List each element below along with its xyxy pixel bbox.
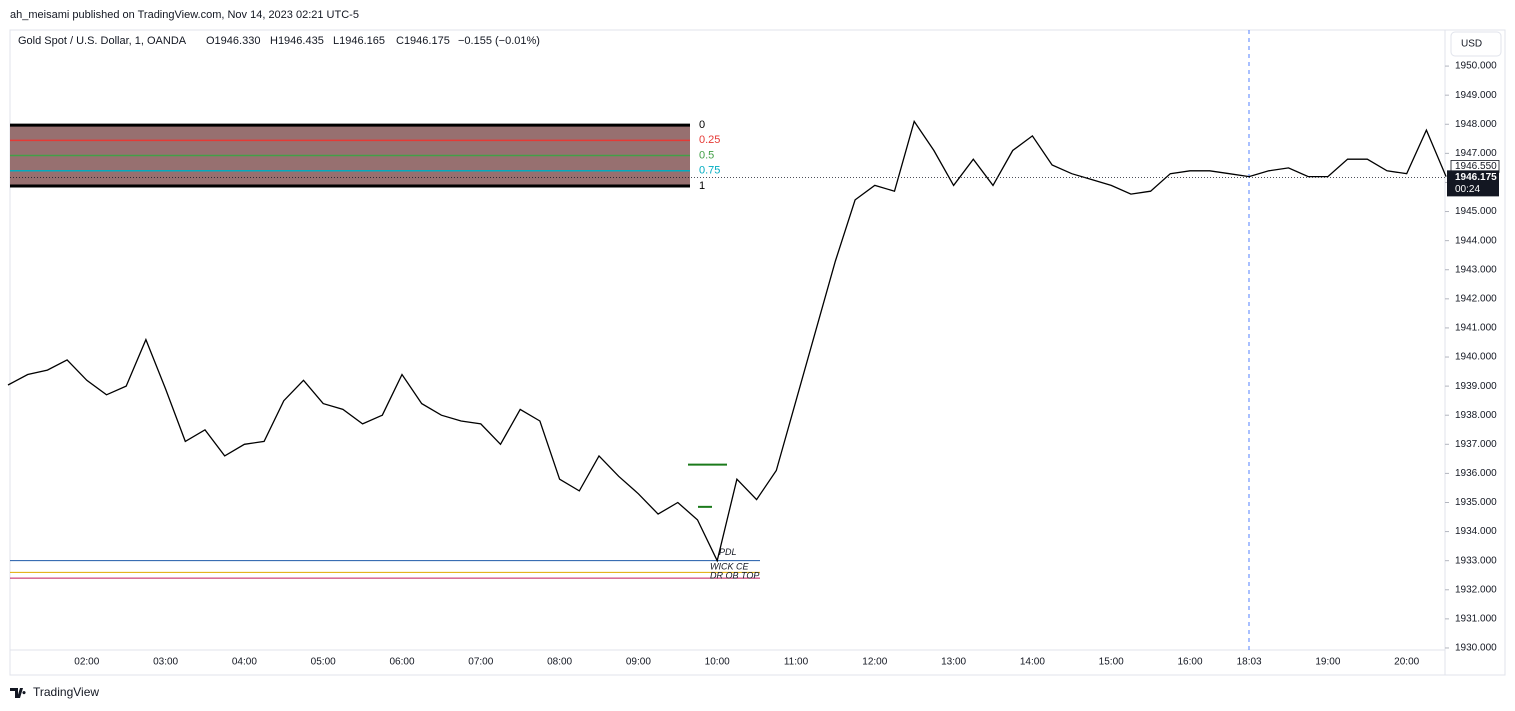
- last-price-box: [1447, 170, 1499, 197]
- x-tick-label: 20:00: [1394, 657, 1419, 668]
- price-line: [7, 119, 1447, 563]
- x-tick-label: 05:00: [311, 657, 336, 668]
- x-tick-label: 08:00: [547, 657, 572, 668]
- y-tick-label: 1943.000: [1455, 264, 1497, 275]
- y-tick-label: 1947.000: [1455, 148, 1497, 159]
- y-tick-label: 1942.000: [1455, 293, 1497, 304]
- y-tick-label: 1938.000: [1455, 410, 1497, 421]
- x-tick-label: 11:00: [784, 657, 809, 668]
- x-tick-label: 07:00: [468, 657, 493, 668]
- y-tick-label: 1930.000: [1455, 643, 1497, 654]
- close: C1946.175: [396, 35, 450, 47]
- fib-label: 0.25: [699, 134, 720, 146]
- x-tick-label: 13:00: [941, 657, 966, 668]
- x-tick-label: 12:00: [862, 657, 887, 668]
- x-tick-label: 04:00: [232, 657, 257, 668]
- logo: [10, 688, 26, 698]
- fib-label: 1: [699, 180, 705, 192]
- countdown: 00:24: [1455, 184, 1480, 195]
- y-tick-label: 1950.000: [1455, 61, 1497, 72]
- level-label: PDL: [719, 547, 737, 557]
- currency[interactable]: USD: [1461, 39, 1482, 50]
- y-tick-label: 1937.000: [1455, 439, 1497, 450]
- x-tick-label: 06:00: [389, 657, 414, 668]
- x-tick-label: 19:00: [1315, 657, 1340, 668]
- change: −0.155 (−0.01%): [458, 35, 540, 47]
- y-tick-label: 1935.000: [1455, 497, 1497, 508]
- x-tick-label: 09:00: [626, 657, 651, 668]
- open: O1946.330: [206, 35, 260, 47]
- fib-label: 0.75: [699, 165, 720, 177]
- fib-label: 0.5: [699, 149, 714, 161]
- currency-button[interactable]: [1450, 31, 1502, 57]
- y-tick-label: 1936.000: [1455, 468, 1497, 479]
- y-tick-label: 1941.000: [1455, 323, 1497, 334]
- y-tick-label: 1948.000: [1455, 119, 1497, 130]
- low: L1946.165: [333, 35, 385, 47]
- y-tick-label: 1949.000: [1455, 90, 1497, 101]
- fib-label: 0: [699, 119, 705, 131]
- level-label: DR OB TOP: [710, 571, 759, 581]
- x-tick-label: 18:03: [1237, 657, 1262, 668]
- y-tick-label: 1933.000: [1455, 555, 1497, 566]
- x-tick-label: 02:00: [74, 657, 99, 668]
- y-tick-label: 1931.000: [1455, 614, 1497, 625]
- level-label: WICK CE: [710, 562, 749, 572]
- prev-price-label: 1946.550: [1455, 161, 1497, 172]
- symbol: Gold Spot / U.S. Dollar, 1, OANDA: [18, 35, 187, 47]
- y-tick-label: 1939.000: [1455, 381, 1497, 392]
- x-tick-label: 10:00: [705, 657, 730, 668]
- high: H1946.435: [270, 35, 324, 47]
- x-tick-label: 16:00: [1177, 657, 1202, 668]
- y-tick-label: 1940.000: [1455, 352, 1497, 363]
- y-tick-label: 1932.000: [1455, 584, 1497, 595]
- last-price-label: 1946.175: [1455, 172, 1497, 183]
- x-tick-label: 15:00: [1099, 657, 1124, 668]
- y-tick-label: 1944.000: [1455, 235, 1497, 246]
- x-tick-label: 14:00: [1020, 657, 1045, 668]
- y-tick-label: 1945.000: [1455, 206, 1497, 217]
- x-tick-label: 03:00: [153, 657, 178, 668]
- brand: TradingView: [33, 685, 99, 699]
- y-tick-label: 1934.000: [1455, 526, 1497, 537]
- publisher: ah_meisami published on TradingView.com,…: [10, 9, 359, 21]
